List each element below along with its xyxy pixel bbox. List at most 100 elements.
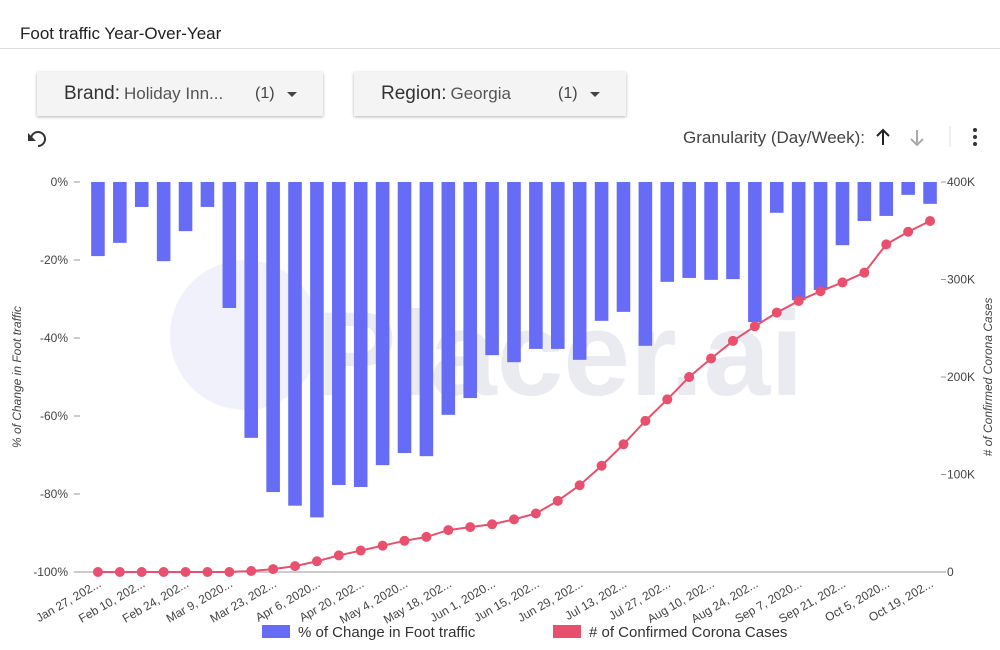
bar (178, 182, 193, 232)
bar (288, 182, 302, 506)
bar (375, 182, 390, 466)
y-tick-label: -100% (33, 565, 68, 579)
line-point (487, 519, 498, 530)
bar (244, 182, 259, 438)
bar (266, 182, 280, 493)
bar (572, 182, 587, 360)
y2-tick-label: 200K (947, 370, 975, 384)
bar (222, 182, 237, 308)
bar (551, 182, 565, 349)
colon: : (114, 83, 120, 104)
line-point (881, 239, 892, 250)
line-point (224, 567, 235, 577)
bar (704, 182, 718, 280)
dropdown-caret (590, 92, 600, 97)
legend-label: % of Change in Foot traffic (298, 624, 476, 641)
bar (660, 182, 675, 282)
filter-label: Brand (64, 83, 115, 104)
line-point (333, 550, 344, 561)
bar (397, 182, 412, 454)
granularity-label: Granularity (Day/Week): (683, 128, 865, 147)
y2-tick-label: 400K (947, 175, 975, 189)
line-point (465, 522, 476, 533)
line-point (771, 307, 782, 318)
line-point (92, 567, 103, 577)
bar (726, 182, 740, 280)
bar (529, 182, 543, 349)
line-point (290, 561, 301, 572)
y-tick-label: -40% (40, 331, 68, 345)
filter-label: Region (381, 83, 442, 104)
undo-button[interactable] (28, 131, 46, 147)
line-point (684, 372, 695, 382)
bar (857, 182, 872, 221)
bar (156, 182, 171, 262)
filter-count: (1) (558, 85, 578, 102)
bar (769, 182, 784, 213)
line-point (859, 267, 870, 278)
bar (332, 182, 346, 486)
line-point (662, 394, 673, 405)
line-point (618, 439, 629, 450)
y-tick-label: -20% (40, 253, 68, 267)
bar (419, 182, 434, 457)
sort-ascending[interactable] (876, 128, 890, 145)
line-point (268, 564, 279, 575)
line-point (399, 535, 410, 546)
line-point (355, 545, 366, 556)
legend-swatch (553, 625, 581, 638)
bar (813, 182, 828, 291)
line-point (815, 286, 826, 297)
bar (507, 182, 521, 363)
y2-tick-label: 100K (947, 468, 975, 482)
y2-tick-label: 300K (947, 273, 975, 287)
line-point (837, 277, 848, 288)
line-point (530, 508, 541, 519)
bar (901, 182, 915, 195)
line-point (443, 525, 454, 536)
line-point (727, 335, 738, 346)
y-tick-label: 0% (51, 175, 69, 189)
card-title: Foot traffic Year-Over-Year (20, 24, 222, 43)
legend-swatch (262, 625, 290, 638)
line-point (574, 480, 585, 491)
bar (616, 182, 631, 312)
y-axis-title: % of Change in Foot traffic (10, 306, 24, 448)
line-point (421, 531, 432, 542)
bar (682, 182, 696, 278)
bar (353, 182, 368, 487)
more-menu[interactable] (973, 128, 977, 146)
bar (441, 182, 456, 415)
dropdown-caret (287, 92, 297, 97)
y-tick-label: -80% (40, 487, 68, 501)
bar (485, 182, 499, 356)
y-tick-label: -60% (40, 409, 68, 423)
y2-axis-title: # of Confirmed Corona Cases (981, 298, 995, 457)
sort-descending[interactable] (910, 130, 924, 147)
line-point (706, 353, 717, 364)
filter-value: Holiday Inn... (123, 84, 224, 103)
line-point (749, 321, 760, 332)
line-point (202, 567, 213, 577)
bar (113, 182, 127, 243)
region-filter[interactable]: Region: Georgia (1) (354, 72, 626, 116)
bar (748, 182, 762, 323)
bar (835, 182, 850, 246)
line-point (136, 567, 147, 577)
legend-label: # of Confirmed Corona Cases (589, 624, 787, 641)
line-point (377, 540, 388, 551)
bar (134, 182, 149, 207)
line-point (596, 460, 607, 471)
brand-filter[interactable]: Brand: Holiday Inn... (1) (37, 72, 323, 116)
bar (923, 182, 937, 204)
colon: : (441, 83, 447, 104)
divider (0, 48, 1000, 49)
filter-count: (1) (255, 85, 275, 102)
bar (638, 182, 653, 346)
y2-tick-label: 0 (947, 565, 954, 579)
line-point (180, 567, 191, 577)
filter-value: Georgia (450, 84, 511, 103)
line-point (509, 514, 519, 525)
